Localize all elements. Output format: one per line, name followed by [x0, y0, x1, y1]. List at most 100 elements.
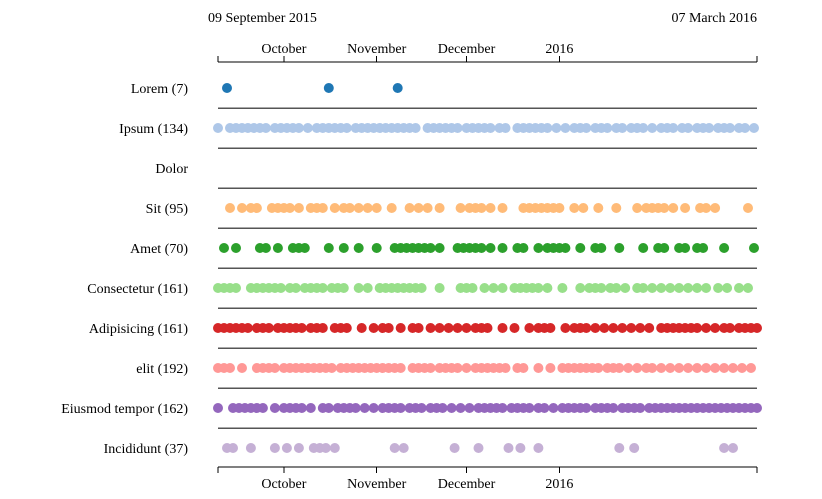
event-dot	[575, 283, 586, 293]
event-dot	[500, 363, 511, 373]
event-dot	[728, 363, 738, 373]
event-dot	[296, 323, 307, 333]
series-label: Dolor	[155, 162, 188, 177]
event-dot	[452, 363, 463, 373]
event-dot	[560, 323, 571, 333]
event-dot	[497, 243, 508, 253]
event-dot	[533, 243, 544, 253]
event-dot	[533, 363, 544, 373]
event-dot	[737, 363, 747, 373]
event-dot	[353, 283, 364, 293]
event-dot	[395, 363, 406, 373]
event-dot	[542, 123, 553, 133]
event-dot	[497, 323, 508, 333]
event-dot	[539, 403, 550, 413]
event-dot	[710, 323, 721, 333]
event-dot	[728, 443, 738, 453]
event-dot	[476, 243, 487, 253]
event-dot	[338, 283, 349, 293]
event-dot	[674, 363, 685, 373]
bottom-tick-label: 2016	[545, 477, 573, 492]
event-dot	[710, 203, 721, 213]
event-dot	[674, 283, 685, 293]
top-tick-label: 2016	[545, 42, 573, 57]
event-dot	[425, 363, 436, 373]
event-dot	[596, 283, 607, 293]
event-dot	[647, 283, 658, 293]
event-dot	[701, 323, 712, 333]
event-dot	[614, 443, 625, 453]
event-dot	[461, 363, 472, 373]
event-dot	[533, 283, 544, 293]
event-dot	[269, 363, 280, 373]
top-tick-label: October	[261, 42, 306, 57]
event-dot	[518, 363, 529, 373]
event-dot	[341, 323, 352, 333]
event-dot	[257, 403, 268, 413]
event-dot	[746, 363, 756, 373]
event-dot	[434, 203, 445, 213]
event-dot	[434, 283, 445, 293]
event-dot	[353, 203, 364, 213]
event-dot	[710, 363, 721, 373]
event-dot	[680, 243, 691, 253]
event-dot	[422, 203, 433, 213]
event-dot	[623, 363, 634, 373]
event-dot	[515, 443, 526, 453]
event-dot	[497, 403, 508, 413]
event-dot	[659, 203, 670, 213]
event-dot	[701, 203, 712, 213]
event-dot	[518, 243, 529, 253]
event-dot	[617, 123, 628, 133]
series-row: elit (192)	[136, 362, 757, 389]
event-dot	[356, 323, 367, 333]
event-dot	[593, 203, 604, 213]
event-dot	[743, 283, 753, 293]
event-dot	[503, 443, 514, 453]
event-dot	[353, 243, 364, 253]
event-dot	[734, 283, 744, 293]
event-dot	[692, 323, 703, 333]
event-dot	[542, 283, 553, 293]
event-dot	[545, 323, 556, 333]
event-dot	[719, 363, 730, 373]
event-dot	[599, 323, 610, 333]
event-dot	[668, 123, 679, 133]
series-row: Dolor	[155, 162, 757, 189]
event-dot	[269, 403, 280, 413]
event-dot	[509, 323, 520, 333]
series-row: Consectetur (161)	[87, 282, 757, 309]
series-label: elit (192)	[136, 362, 188, 377]
event-dot	[260, 123, 271, 133]
top-x-axis: October November December 2016	[217, 42, 758, 63]
top-tick-label: December	[438, 42, 496, 57]
event-dot	[479, 283, 490, 293]
event-dot	[698, 243, 709, 253]
event-dot	[293, 123, 304, 133]
event-dot	[626, 323, 637, 333]
event-dot	[488, 283, 499, 293]
event-dot	[329, 203, 340, 213]
event-dot	[596, 243, 607, 253]
event-dot	[497, 203, 508, 213]
end-date-label: 07 March 2016	[671, 11, 757, 26]
event-dot	[722, 283, 733, 293]
event-dot	[386, 203, 397, 213]
series-label: Amet (70)	[130, 242, 188, 257]
event-dot	[251, 203, 262, 213]
event-dot	[395, 323, 406, 333]
event-dot	[476, 203, 487, 213]
event-dot	[593, 363, 604, 373]
event-dot	[293, 203, 304, 213]
event-dot	[317, 323, 328, 333]
event-dot	[524, 403, 535, 413]
event-dot	[719, 443, 730, 453]
event-dot	[647, 123, 658, 133]
event-dot	[464, 403, 475, 413]
event-dot	[659, 243, 670, 253]
event-dot	[317, 203, 328, 213]
event-dot	[329, 443, 340, 453]
event-dot	[548, 403, 559, 413]
event-dot	[614, 243, 625, 253]
event-dot	[371, 243, 382, 253]
